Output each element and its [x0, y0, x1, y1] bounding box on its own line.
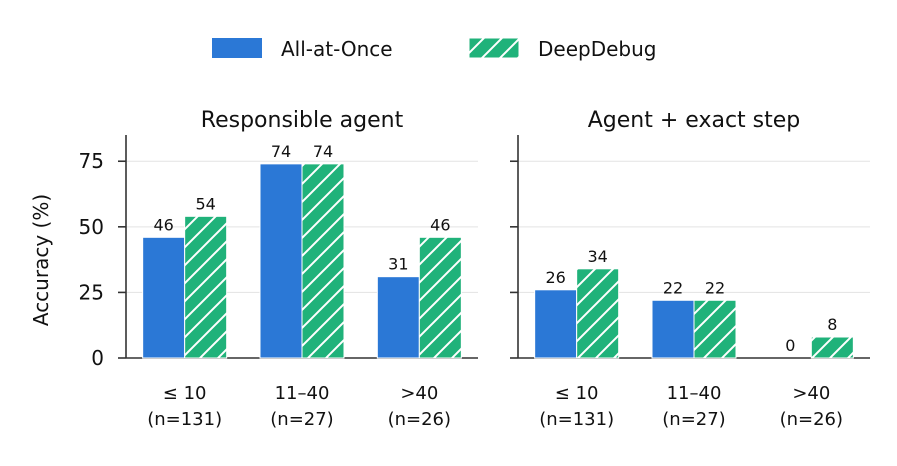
x-category-label: (n=27)	[662, 409, 725, 430]
x-category-label: (n=26)	[780, 409, 843, 430]
value-label-deepdebug: 74	[313, 142, 333, 161]
value-label-all-at-once: 26	[545, 268, 565, 287]
bar-all-at-once	[259, 163, 303, 359]
panel-responsible-agent: Responsible agent 0 25 50 75 46 54 ≤ 10 (n=131)…	[79, 108, 478, 430]
value-label-all-at-once: 22	[663, 278, 683, 297]
value-label-all-at-once: 46	[153, 215, 173, 234]
panel-title-agent-exact-step: Agent + exact step	[588, 108, 801, 133]
legend: All-at-Once DeepDebug	[212, 37, 656, 61]
y-tick-label: 25	[79, 280, 104, 304]
bar-all-at-once	[142, 236, 186, 359]
x-category-label: (n=26)	[388, 409, 451, 430]
bar-deepdebug	[693, 299, 737, 359]
value-label-all-at-once: 74	[271, 142, 291, 161]
bar-deepdebug	[576, 268, 620, 359]
bar-all-at-once	[534, 289, 578, 359]
value-label-deepdebug: 54	[195, 194, 215, 213]
bar-deepdebug	[184, 215, 228, 359]
bar-deepdebug	[810, 336, 854, 359]
x-category-label: >40	[400, 383, 438, 404]
y-tick-label: 0	[91, 346, 104, 370]
x-category-label: 11–40	[667, 383, 722, 404]
x-category-label: 11–40	[275, 383, 330, 404]
panel-agent-exact-step: Agent + exact step 26 34 ≤ 10 (n=131) 22 22 11…	[510, 108, 870, 430]
bar-all-at-once	[651, 299, 695, 359]
value-label-deepdebug: 22	[705, 278, 725, 297]
value-label-all-at-once: 0	[785, 336, 795, 355]
y-tick-label: 50	[79, 215, 104, 239]
x-category-label: (n=27)	[270, 409, 333, 430]
panel-title-responsible-agent: Responsible agent	[201, 108, 404, 133]
legend-swatch-deepdebug	[468, 37, 520, 59]
x-category-label: (n=131)	[147, 409, 222, 430]
x-category-label: >40	[792, 383, 830, 404]
value-label-deepdebug: 46	[430, 215, 450, 234]
bar-deepdebug	[418, 236, 462, 359]
x-category-label: ≤ 10	[555, 383, 599, 404]
y-tick-label: 75	[79, 149, 104, 173]
y-axis-label: Accuracy (%)	[29, 194, 53, 326]
x-category-label: ≤ 10	[163, 383, 207, 404]
bar-deepdebug	[301, 163, 345, 359]
legend-label-all-at-once: All-at-Once	[281, 37, 393, 61]
legend-label-deepdebug: DeepDebug	[538, 37, 656, 61]
bar-all-at-once	[376, 276, 420, 359]
x-category-label: (n=131)	[539, 409, 614, 430]
value-label-deepdebug: 8	[827, 315, 837, 334]
value-label-deepdebug: 34	[587, 247, 607, 266]
value-label-all-at-once: 31	[388, 255, 408, 274]
legend-swatch-all-at-once	[212, 38, 262, 58]
